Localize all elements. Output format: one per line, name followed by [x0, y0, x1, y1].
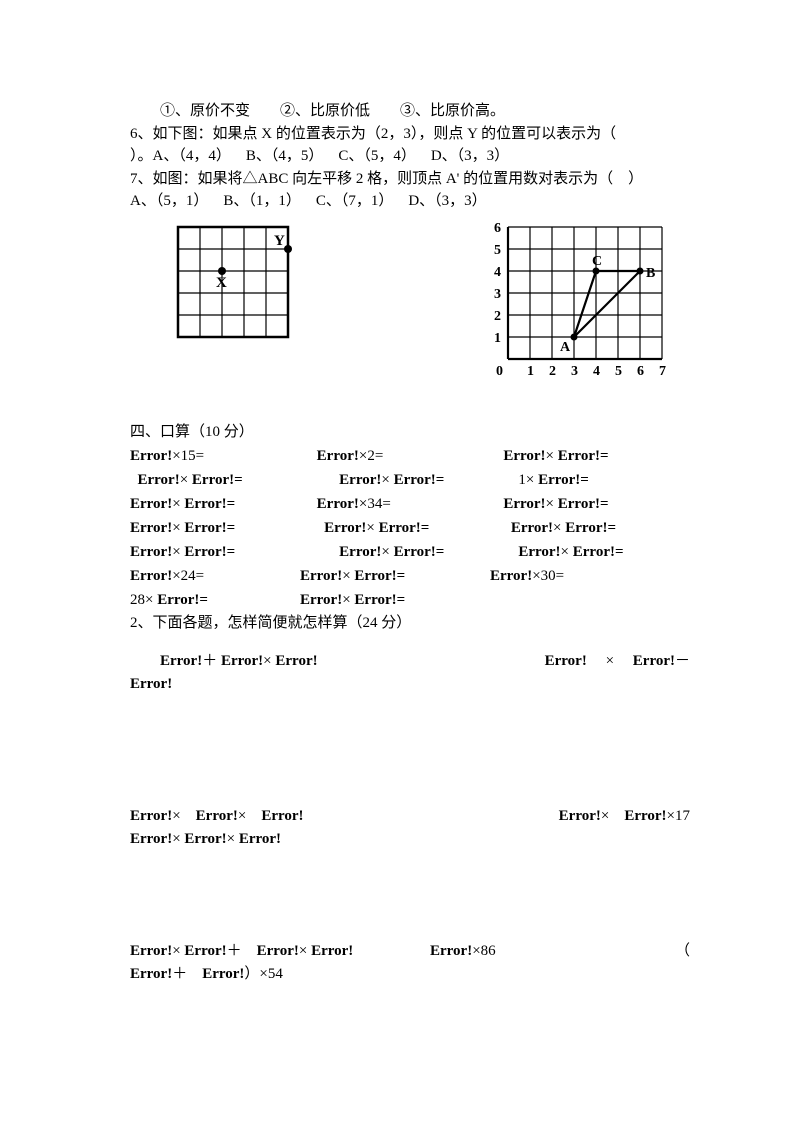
svg-text:1: 1 [494, 331, 501, 346]
svg-text:X: X [216, 275, 227, 291]
expr-row-1: Error!＋ Error!× Error! Error! × Error!－ [130, 650, 690, 673]
q5-options: ①、原价不变 ②、比原价低 ③、比原价高。 [130, 100, 690, 123]
q7-line1: 7、如图：如果将△ABC 向左平移 2 格，则顶点 A' 的位置用数对表示为（ … [130, 168, 690, 191]
expr-row-2b: Error!× Error!× Error! [130, 828, 690, 851]
q2-line: 2、下面各题，怎样简便就怎样算（24 分） [130, 612, 690, 635]
expr-row-3b: Error!＋ Error!）×54 [130, 963, 690, 986]
svg-text:C: C [592, 254, 602, 269]
q7-line2: A、（5，1） B、（1，1） C、（7，1） D、（3，3） [130, 190, 690, 213]
svg-text:5: 5 [615, 364, 622, 379]
mental-calc-block: Error!×15= Error!×2= Error!× Error!= Err… [130, 444, 690, 612]
svg-text:0: 0 [496, 364, 503, 379]
svg-text:2: 2 [494, 309, 501, 324]
figure-grid-abc: 01234567123456ABC [480, 219, 680, 392]
svg-text:6: 6 [637, 364, 644, 379]
svg-text:5: 5 [494, 243, 501, 258]
svg-text:2: 2 [549, 364, 556, 379]
figure-grid-xy: XY [170, 219, 300, 392]
q6-line1: 6、如下图：如果点 X 的位置表示为（2，3），则点 Y 的位置可以表示为（ [130, 123, 690, 146]
svg-text:7: 7 [659, 364, 666, 379]
section-4-title: 四、口算（10 分） [130, 421, 690, 444]
svg-text:3: 3 [571, 364, 578, 379]
svg-text:B: B [646, 266, 655, 281]
expr-row-2: Error!× Error!× Error! Error!× Error!×17 [130, 805, 690, 828]
svg-text:A: A [560, 340, 571, 355]
svg-text:6: 6 [494, 221, 501, 236]
svg-text:3: 3 [494, 287, 501, 302]
svg-text:1: 1 [527, 364, 534, 379]
expr-row-3: Error!× Error!＋ Error!× Error! Error!×86… [130, 940, 690, 963]
svg-text:4: 4 [593, 364, 600, 379]
svg-text:Y: Y [274, 233, 285, 249]
q6-line2: ）。A、（4，4） B、（4，5） C、（5，4） D、（3，3） [130, 145, 690, 168]
svg-text:4: 4 [494, 265, 501, 280]
